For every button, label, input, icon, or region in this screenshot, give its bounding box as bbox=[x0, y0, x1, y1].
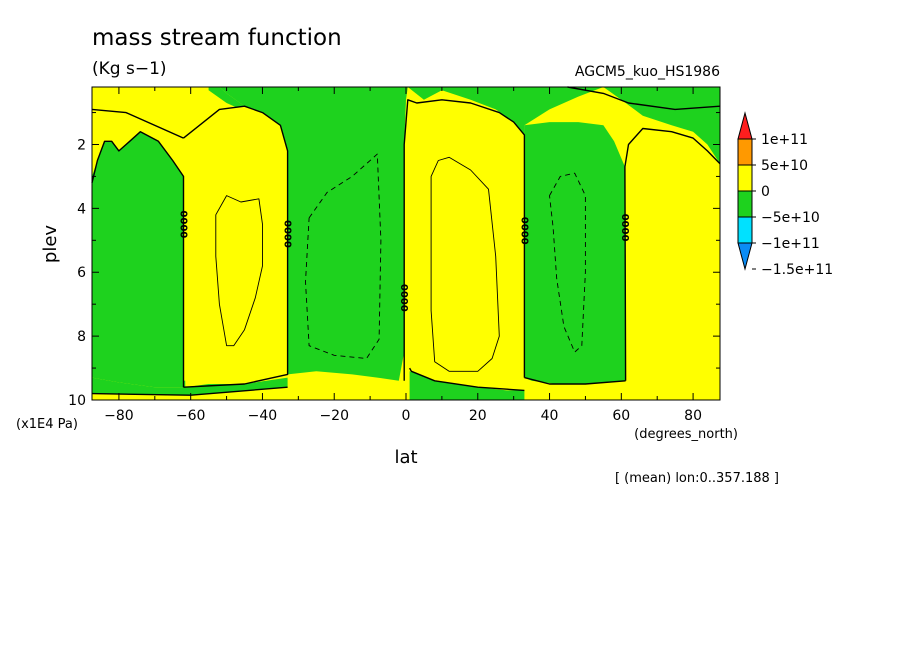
colorbar-box bbox=[737, 164, 753, 192]
zero-contour-nh-top bbox=[567, 86, 721, 111]
contour-label: 0000 bbox=[518, 217, 529, 245]
y-tick-label: 10 bbox=[68, 393, 86, 409]
positive-contour-nh-hadley bbox=[430, 156, 500, 372]
colorbar-label: −1.5e+11 bbox=[761, 262, 833, 278]
chart-title: mass stream function bbox=[92, 25, 342, 51]
run-label: AGCM5_kuo_HS1986 bbox=[575, 64, 720, 80]
y-axis: 2 4 6 8 10 bbox=[68, 112, 720, 409]
y-tick-label: 4 bbox=[77, 201, 86, 217]
y-axis-label: plev bbox=[40, 225, 61, 264]
zero-contour-sh-polar bbox=[91, 131, 185, 388]
plot-area: 0000 0000 0000 0000 0000 bbox=[91, 86, 721, 401]
region-ferrel-top bbox=[92, 87, 288, 161]
colorbar-label: 5e+10 bbox=[761, 158, 808, 174]
region-sh-hadley-cell bbox=[219, 87, 408, 381]
x-axis-units: (degrees_north) bbox=[634, 427, 738, 442]
x-tick-label: −80 bbox=[104, 408, 134, 424]
colorbar: 1e+11 5e+10 0 −5e+10 −1e+11 −1.5e+11 bbox=[737, 111, 833, 278]
region-sh-polar-cell bbox=[92, 131, 186, 388]
negative-contour-nh-ferrel bbox=[549, 172, 586, 353]
y-tick-label: 6 bbox=[77, 265, 86, 281]
region-sh-ferrel-positive bbox=[183, 106, 288, 381]
contour-regions bbox=[92, 87, 720, 400]
x-axis: −80 −60 −40 −20 0 20 40 60 80 bbox=[104, 87, 702, 424]
x-tick-label: −60 bbox=[176, 408, 206, 424]
y-tick-label: 8 bbox=[77, 329, 86, 345]
x-axis-label: lat bbox=[394, 447, 417, 468]
zero-contour-nh-polar bbox=[624, 127, 721, 381]
y-axis-units: (x1E4 Pa) bbox=[16, 417, 78, 432]
x-tick-label: 0 bbox=[402, 408, 411, 424]
x-tick-label: −40 bbox=[248, 408, 278, 424]
footnote: [ (mean) lon:0..357.188 ] bbox=[615, 471, 779, 486]
zero-contour-sh-ferrel-top bbox=[91, 108, 184, 139]
colorbar-box bbox=[737, 138, 753, 166]
region-nh-top bbox=[407, 87, 604, 135]
colorbar-label: −5e+10 bbox=[761, 210, 820, 226]
x-tick-label: −20 bbox=[319, 408, 349, 424]
x-tick-label: 60 bbox=[612, 408, 630, 424]
zero-contour-sh-mid bbox=[183, 105, 289, 388]
y-tick-label: 2 bbox=[77, 137, 86, 153]
region-nh-hadley-positive bbox=[407, 99, 525, 378]
colorbar-top-triangle bbox=[737, 111, 753, 140]
region-nh-cell bbox=[524, 122, 626, 384]
zero-contour-equator bbox=[403, 99, 526, 381]
colorbar-box bbox=[737, 216, 753, 244]
positive-contour-sh-ferrel bbox=[215, 195, 263, 347]
zero-contour-surface-nh bbox=[408, 367, 525, 392]
x-tick-label: 20 bbox=[469, 408, 487, 424]
colorbar-label: −1e+11 bbox=[761, 236, 820, 252]
contour-label: 0000 bbox=[619, 214, 630, 242]
contour-label: 0000 bbox=[398, 284, 409, 312]
contour-label: 0000 bbox=[282, 220, 293, 248]
zero-contour-nh-mid-base bbox=[524, 376, 626, 385]
chart-units: (Kg s−1) bbox=[92, 59, 167, 79]
contour-label: 0000 bbox=[178, 210, 189, 238]
contour-labels: 0000 0000 0000 0000 0000 bbox=[178, 210, 630, 312]
x-tick-label: 40 bbox=[541, 408, 559, 424]
colorbar-label: 0 bbox=[761, 184, 770, 200]
negative-contour-sh-hadley bbox=[305, 153, 382, 359]
colorbar-bottom-triangle bbox=[737, 242, 753, 271]
colorbar-box bbox=[737, 190, 753, 218]
x-tick-label: 80 bbox=[684, 408, 702, 424]
region-nh-polar-top bbox=[603, 87, 720, 164]
region-nh-polar-positive bbox=[624, 128, 720, 384]
colorbar-label: 1e+11 bbox=[761, 132, 808, 148]
